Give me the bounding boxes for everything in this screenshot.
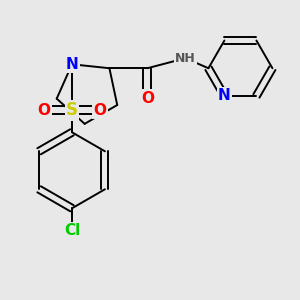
Text: N: N [218, 88, 231, 104]
Text: Cl: Cl [64, 223, 80, 238]
Text: S: S [66, 101, 78, 119]
Text: N: N [66, 57, 78, 72]
Text: O: O [141, 91, 154, 106]
Text: O: O [94, 103, 106, 118]
Text: NH: NH [175, 52, 196, 65]
Text: O: O [38, 103, 50, 118]
